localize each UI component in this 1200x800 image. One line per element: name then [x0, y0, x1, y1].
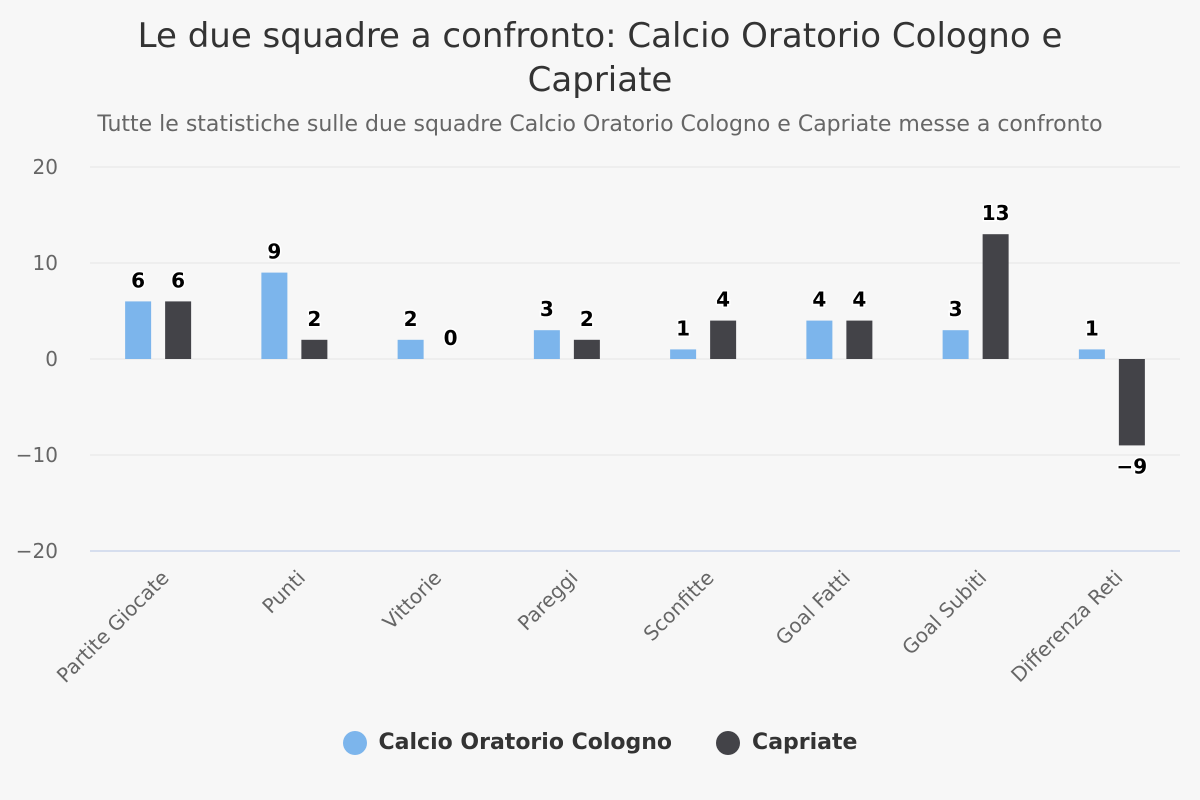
data-label: 3 [949, 297, 963, 321]
y-tick-label: −10 [16, 443, 58, 467]
bar [982, 234, 1009, 359]
x-tick-label: Pareggi [513, 566, 583, 636]
bar [573, 339, 600, 359]
data-label: −9 [1117, 454, 1148, 478]
bar [710, 320, 737, 359]
legend: Calcio Oratorio Cologno Capriate [0, 730, 1200, 755]
y-tick-label: 20 [33, 155, 58, 179]
legend-label-series-1: Capriate [752, 730, 858, 755]
data-label: 1 [676, 316, 690, 340]
x-tick-label: Partite Giocate [52, 566, 174, 688]
data-label: 9 [267, 240, 281, 264]
chart-title: Le due squadre a confronto: Calcio Orato… [137, 16, 1063, 100]
bar [125, 301, 152, 359]
legend-swatch-series-1 [716, 730, 741, 755]
x-tick-label: Goal Subiti [897, 566, 991, 660]
data-label: 4 [716, 288, 730, 312]
chart-subtitle: Tutte le statistiche sulle due squadre C… [97, 112, 1103, 137]
x-tick-label: Punti [257, 566, 310, 619]
x-tick-label: Goal Fatti [771, 566, 855, 650]
x-tick-label: Vittorie [378, 566, 446, 634]
data-label: 2 [404, 307, 418, 331]
bar [397, 339, 424, 359]
bar [261, 272, 288, 359]
data-label: 6 [171, 268, 185, 292]
bar [942, 330, 969, 359]
bar [846, 320, 873, 359]
bar [165, 301, 192, 359]
y-tick-label: 10 [33, 251, 58, 275]
legend-item-series-0[interactable]: Calcio Oratorio Cologno [342, 730, 673, 755]
x-tick-label: Differenza Reti [1006, 566, 1127, 687]
data-label: 13 [982, 201, 1010, 225]
y-tick-label: −20 [16, 539, 58, 563]
y-tick-label: 0 [45, 347, 58, 371]
data-label: 1 [1085, 316, 1099, 340]
bar [806, 320, 833, 359]
legend-swatch-series-0 [342, 730, 367, 755]
data-label: 4 [852, 288, 866, 312]
bar [1118, 359, 1145, 446]
data-label: 4 [812, 288, 826, 312]
data-label: 0 [444, 326, 458, 350]
bar [301, 339, 328, 359]
data-label: 6 [131, 268, 145, 292]
data-label: 2 [307, 307, 321, 331]
bar [670, 349, 697, 359]
data-label: 2 [580, 307, 594, 331]
legend-item-series-1[interactable]: Capriate [716, 730, 857, 755]
x-tick-label: Sconfitte [639, 566, 719, 646]
bar [533, 330, 560, 359]
legend-label-series-0: Calcio Oratorio Cologno [378, 730, 673, 755]
bar [1078, 349, 1105, 359]
data-label: 3 [540, 297, 554, 321]
